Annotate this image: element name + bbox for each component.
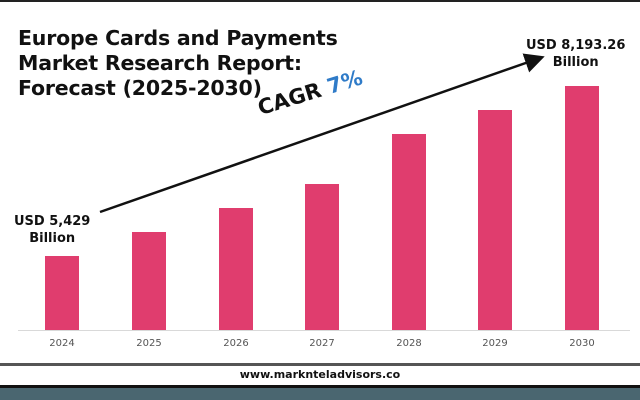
- bar-2028: [392, 134, 426, 330]
- bar-2024: [45, 256, 79, 330]
- end-value: USD 8,193.26: [526, 38, 626, 53]
- bottom-divider: [0, 385, 640, 388]
- start-value: USD 5,429: [14, 214, 91, 229]
- footer-divider: [0, 363, 640, 366]
- x-tick-2029: 2029: [482, 338, 508, 349]
- title-line-1: Europe Cards and Payments: [18, 26, 338, 50]
- x-tick-2027: 2027: [309, 338, 335, 349]
- x-tick-2026: 2026: [223, 338, 249, 349]
- end-unit: Billion: [552, 55, 599, 70]
- x-axis-line: [18, 330, 630, 331]
- bottom-band: [0, 388, 640, 400]
- title-line-2: Market Research Report:: [18, 51, 302, 75]
- top-border: [0, 0, 640, 2]
- start-unit: Billion: [29, 231, 76, 246]
- bar-2026: [219, 208, 253, 330]
- start-value-label: USD 5,429 Billion: [14, 213, 90, 247]
- chart-title: Europe Cards and Payments Market Researc…: [18, 26, 338, 101]
- x-tick-2024: 2024: [49, 338, 75, 349]
- x-tick-2030: 2030: [569, 338, 595, 349]
- bar-2030: [565, 86, 599, 330]
- bar-2029: [478, 110, 512, 330]
- website-footer: www.marknteladvisors.co: [239, 368, 401, 381]
- bar-2027: [305, 184, 339, 330]
- end-value-label: USD 8,193.26 Billion: [526, 37, 625, 71]
- bar-2025: [132, 232, 166, 330]
- x-tick-2028: 2028: [396, 338, 422, 349]
- x-tick-2025: 2025: [136, 338, 162, 349]
- title-line-3: Forecast (2025-2030): [18, 76, 262, 100]
